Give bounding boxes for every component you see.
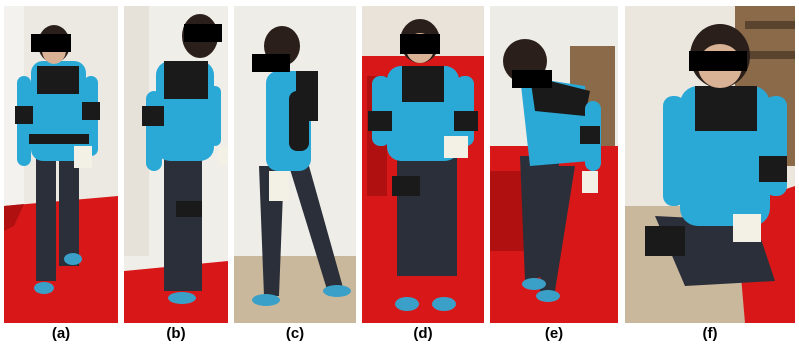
panel-caption-d: (d)	[413, 325, 433, 342]
face-censor-bar	[184, 24, 222, 42]
face-censor-bar	[31, 34, 71, 52]
photo-panel-d	[362, 6, 484, 323]
face-censor-bar	[512, 70, 552, 88]
panel-caption-e: (e)	[544, 325, 564, 342]
panel-caption-b: (b)	[166, 325, 186, 342]
panel-caption-a: (a)	[51, 325, 71, 342]
photo-panel-b	[124, 6, 228, 323]
face-censor-bar	[400, 34, 440, 54]
face-censor-bar	[689, 51, 747, 71]
photo-panel-f	[625, 6, 795, 323]
panel-caption-f: (f)	[702, 325, 718, 342]
face-censor-bar	[252, 54, 290, 72]
panel-caption-c: (c)	[285, 325, 305, 342]
photo-panel-a	[4, 6, 118, 323]
photo-panel-c	[234, 6, 356, 323]
photo-panel-e	[490, 6, 618, 323]
